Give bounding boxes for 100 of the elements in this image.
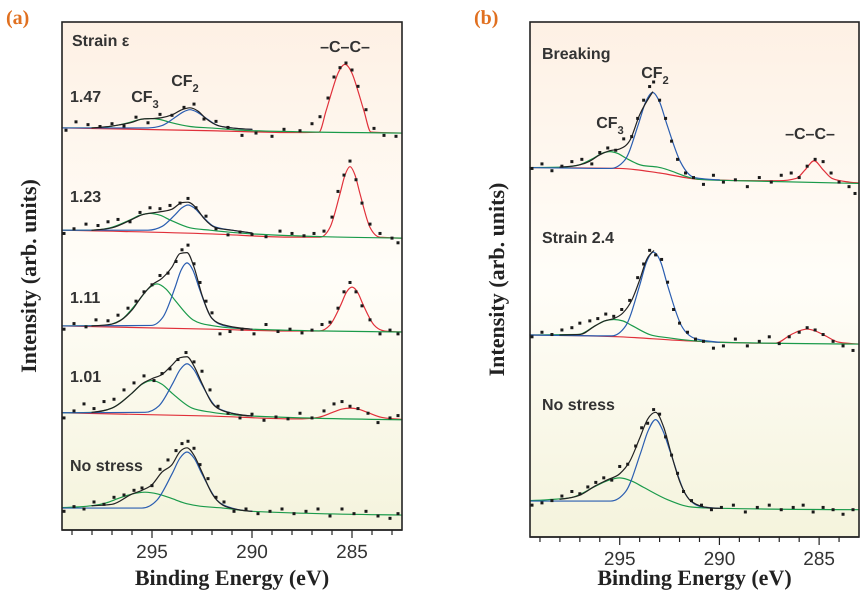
point (788, 335, 791, 338)
point (134, 116, 138, 119)
point (152, 379, 156, 382)
point (198, 463, 202, 466)
point (648, 248, 652, 252)
y-axis-title: Intensity (arb. units) (484, 182, 509, 376)
point (206, 477, 210, 480)
point (210, 311, 214, 314)
point (832, 340, 835, 343)
point (658, 412, 662, 416)
point (264, 235, 268, 238)
point (158, 112, 162, 116)
point (332, 402, 336, 406)
point (244, 507, 248, 510)
point (146, 121, 150, 124)
point (192, 360, 196, 364)
point (356, 407, 360, 410)
point (746, 185, 749, 188)
point (570, 160, 574, 164)
point (310, 328, 314, 332)
point (216, 404, 220, 408)
point (122, 124, 126, 128)
point (238, 416, 242, 420)
point (326, 96, 330, 100)
point (218, 332, 222, 336)
point (182, 106, 186, 109)
point (376, 421, 380, 424)
point (98, 125, 102, 128)
annotation: CF$_{2}$ (641, 65, 669, 87)
point (700, 504, 703, 507)
point (550, 499, 554, 502)
point (64, 128, 68, 132)
point (822, 506, 825, 509)
point (652, 408, 656, 412)
point (378, 332, 382, 336)
point (610, 478, 614, 482)
point (702, 182, 705, 186)
point (686, 330, 690, 334)
point (194, 206, 198, 210)
point (178, 202, 182, 205)
point (652, 80, 656, 84)
point (578, 492, 582, 496)
point (354, 178, 358, 182)
annotation: CF$_{3}$ (131, 89, 159, 111)
point (276, 330, 280, 334)
point (132, 488, 136, 492)
point (620, 308, 624, 311)
point (116, 218, 120, 221)
point (122, 388, 126, 392)
point (338, 66, 342, 70)
point (168, 367, 172, 370)
point (200, 370, 204, 373)
point (676, 472, 680, 475)
point (300, 331, 304, 334)
point (822, 160, 825, 164)
x-tick-label: 285 (336, 542, 368, 563)
point (208, 388, 212, 392)
point (222, 500, 226, 504)
point (622, 137, 626, 140)
point (350, 68, 354, 72)
point (664, 435, 668, 438)
point (642, 262, 646, 266)
point (102, 400, 106, 404)
x-tick-label: 295 (136, 542, 168, 563)
point (72, 322, 76, 326)
point (560, 494, 564, 498)
annotation: 1.47 (70, 89, 102, 106)
point (692, 176, 696, 180)
point (744, 510, 747, 514)
point (180, 248, 184, 252)
point (390, 236, 394, 240)
point (322, 230, 326, 233)
point (342, 290, 346, 294)
point (264, 323, 268, 326)
point (298, 412, 302, 415)
point (282, 128, 286, 131)
point (240, 328, 244, 331)
point (364, 510, 368, 513)
point (290, 232, 294, 235)
point (228, 330, 232, 334)
annotation: CF$_{3}$ (596, 115, 624, 137)
point (666, 280, 670, 284)
point (310, 416, 314, 420)
point (160, 372, 164, 376)
point (756, 506, 759, 509)
point (170, 114, 174, 117)
point (304, 510, 308, 513)
point (348, 280, 352, 284)
annotation: No stress (70, 458, 144, 475)
point (550, 333, 554, 336)
point (712, 174, 715, 177)
point (676, 158, 680, 161)
point (376, 514, 380, 518)
annotation: Strain 2.4 (542, 230, 614, 247)
annotation: CF$_{2}$ (171, 73, 199, 95)
point (802, 504, 805, 507)
point (180, 442, 184, 446)
annotation: –C–C– (785, 126, 835, 143)
point (848, 185, 851, 188)
point (770, 180, 773, 184)
